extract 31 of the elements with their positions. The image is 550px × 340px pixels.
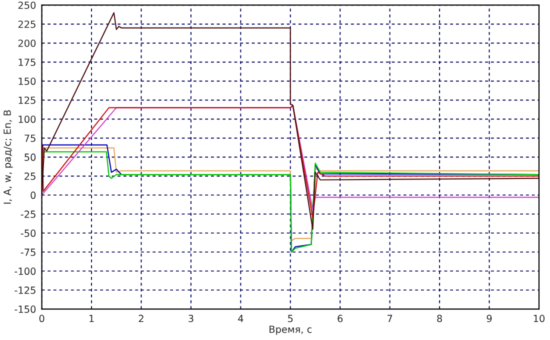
y-tick-label: 0 bbox=[30, 192, 36, 199]
x-tick-label: 10 bbox=[534, 314, 545, 322]
x-tick-label: 9 bbox=[486, 314, 492, 322]
y-tick-label: 225 bbox=[18, 20, 36, 28]
y-tick-label: 175 bbox=[18, 58, 36, 66]
y-tick-label: -50 bbox=[20, 230, 36, 237]
y-tick-label: -150 bbox=[14, 306, 36, 313]
x-tick-label: 5 bbox=[288, 314, 293, 322]
y-tick-label: 150 bbox=[18, 78, 36, 85]
y-tick-label: 200 bbox=[18, 40, 36, 47]
y-tick-label: 250 bbox=[18, 2, 36, 9]
x-tick-label: 0 bbox=[39, 314, 44, 322]
y-tick-label: 75 bbox=[24, 134, 36, 142]
y-tick-label: 125 bbox=[18, 96, 36, 104]
x-axis-title: Время, с bbox=[270, 326, 312, 335]
x-tick-label: 4 bbox=[238, 314, 244, 322]
x-tick-label: 3 bbox=[188, 314, 194, 322]
x-tick-label: 6 bbox=[338, 314, 343, 322]
y-tick-label: 100 bbox=[18, 116, 36, 123]
line-series bbox=[42, 12, 539, 230]
y-tick-label: 25 bbox=[24, 172, 36, 180]
x-tick-label: 7 bbox=[388, 314, 392, 322]
y-tick-label: 50 bbox=[24, 154, 36, 161]
y-axis-title: I, A, w, рад/с; En, B bbox=[4, 110, 13, 204]
y-tick-label: -75 bbox=[20, 248, 36, 256]
x-tick-label: 8 bbox=[437, 314, 442, 322]
y-tick-label: -25 bbox=[20, 210, 36, 218]
x-tick-label: 1 bbox=[89, 314, 94, 322]
y-tick-label: -125 bbox=[14, 286, 36, 294]
x-tick-label: 2 bbox=[138, 314, 144, 322]
y-tick-label: -100 bbox=[14, 268, 36, 275]
